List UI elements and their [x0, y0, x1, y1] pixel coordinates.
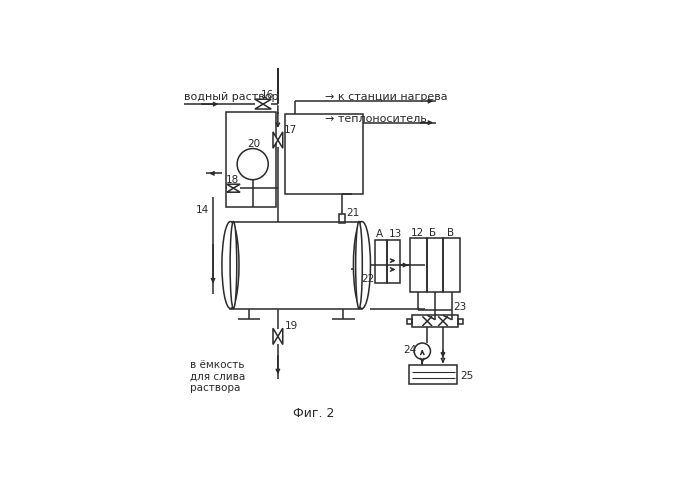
Polygon shape [226, 189, 240, 193]
Text: 23: 23 [454, 301, 467, 312]
Text: → к станции нагрева: → к станции нагрева [325, 91, 447, 101]
Bar [410, 365, 458, 384]
Polygon shape [255, 100, 271, 105]
Polygon shape [278, 328, 283, 345]
Text: 14: 14 [196, 204, 209, 214]
Text: Б: Б [429, 227, 436, 237]
Bar [410, 239, 427, 292]
Text: Фиг. 2: Фиг. 2 [293, 406, 335, 419]
Ellipse shape [222, 222, 239, 309]
Polygon shape [255, 105, 271, 110]
Polygon shape [226, 185, 240, 189]
Bar [375, 240, 387, 283]
Circle shape [237, 149, 268, 180]
Bar [285, 115, 363, 194]
Text: 19: 19 [284, 321, 298, 331]
Bar [443, 239, 460, 292]
Text: 16: 16 [261, 90, 275, 99]
Text: → теплоноситель: → теплоноситель [325, 114, 426, 123]
Ellipse shape [356, 222, 362, 309]
Text: 20: 20 [247, 139, 260, 149]
Polygon shape [273, 328, 278, 345]
Circle shape [415, 343, 431, 360]
Bar [338, 215, 345, 223]
Text: А: А [376, 229, 384, 239]
Text: в ёмкость
для слива
раствора: в ёмкость для слива раствора [189, 359, 245, 392]
Polygon shape [278, 132, 283, 149]
Text: 12: 12 [411, 227, 424, 237]
Text: 17: 17 [284, 125, 297, 135]
Polygon shape [273, 132, 278, 149]
Text: 24: 24 [403, 345, 417, 355]
Text: 21: 21 [346, 208, 359, 218]
Text: 18: 18 [226, 175, 239, 184]
Bar [226, 113, 276, 207]
Bar [427, 239, 443, 292]
Text: В: В [447, 227, 454, 237]
Bar [459, 319, 463, 324]
Ellipse shape [354, 222, 370, 309]
Text: 22: 22 [361, 273, 375, 283]
Bar [231, 222, 362, 309]
Bar [387, 240, 400, 283]
Text: 13: 13 [389, 229, 402, 239]
Text: водный раствор: водный раствор [184, 91, 279, 101]
Bar [412, 315, 459, 327]
Ellipse shape [230, 222, 237, 309]
Bar [407, 319, 412, 324]
Text: 25: 25 [461, 370, 474, 380]
